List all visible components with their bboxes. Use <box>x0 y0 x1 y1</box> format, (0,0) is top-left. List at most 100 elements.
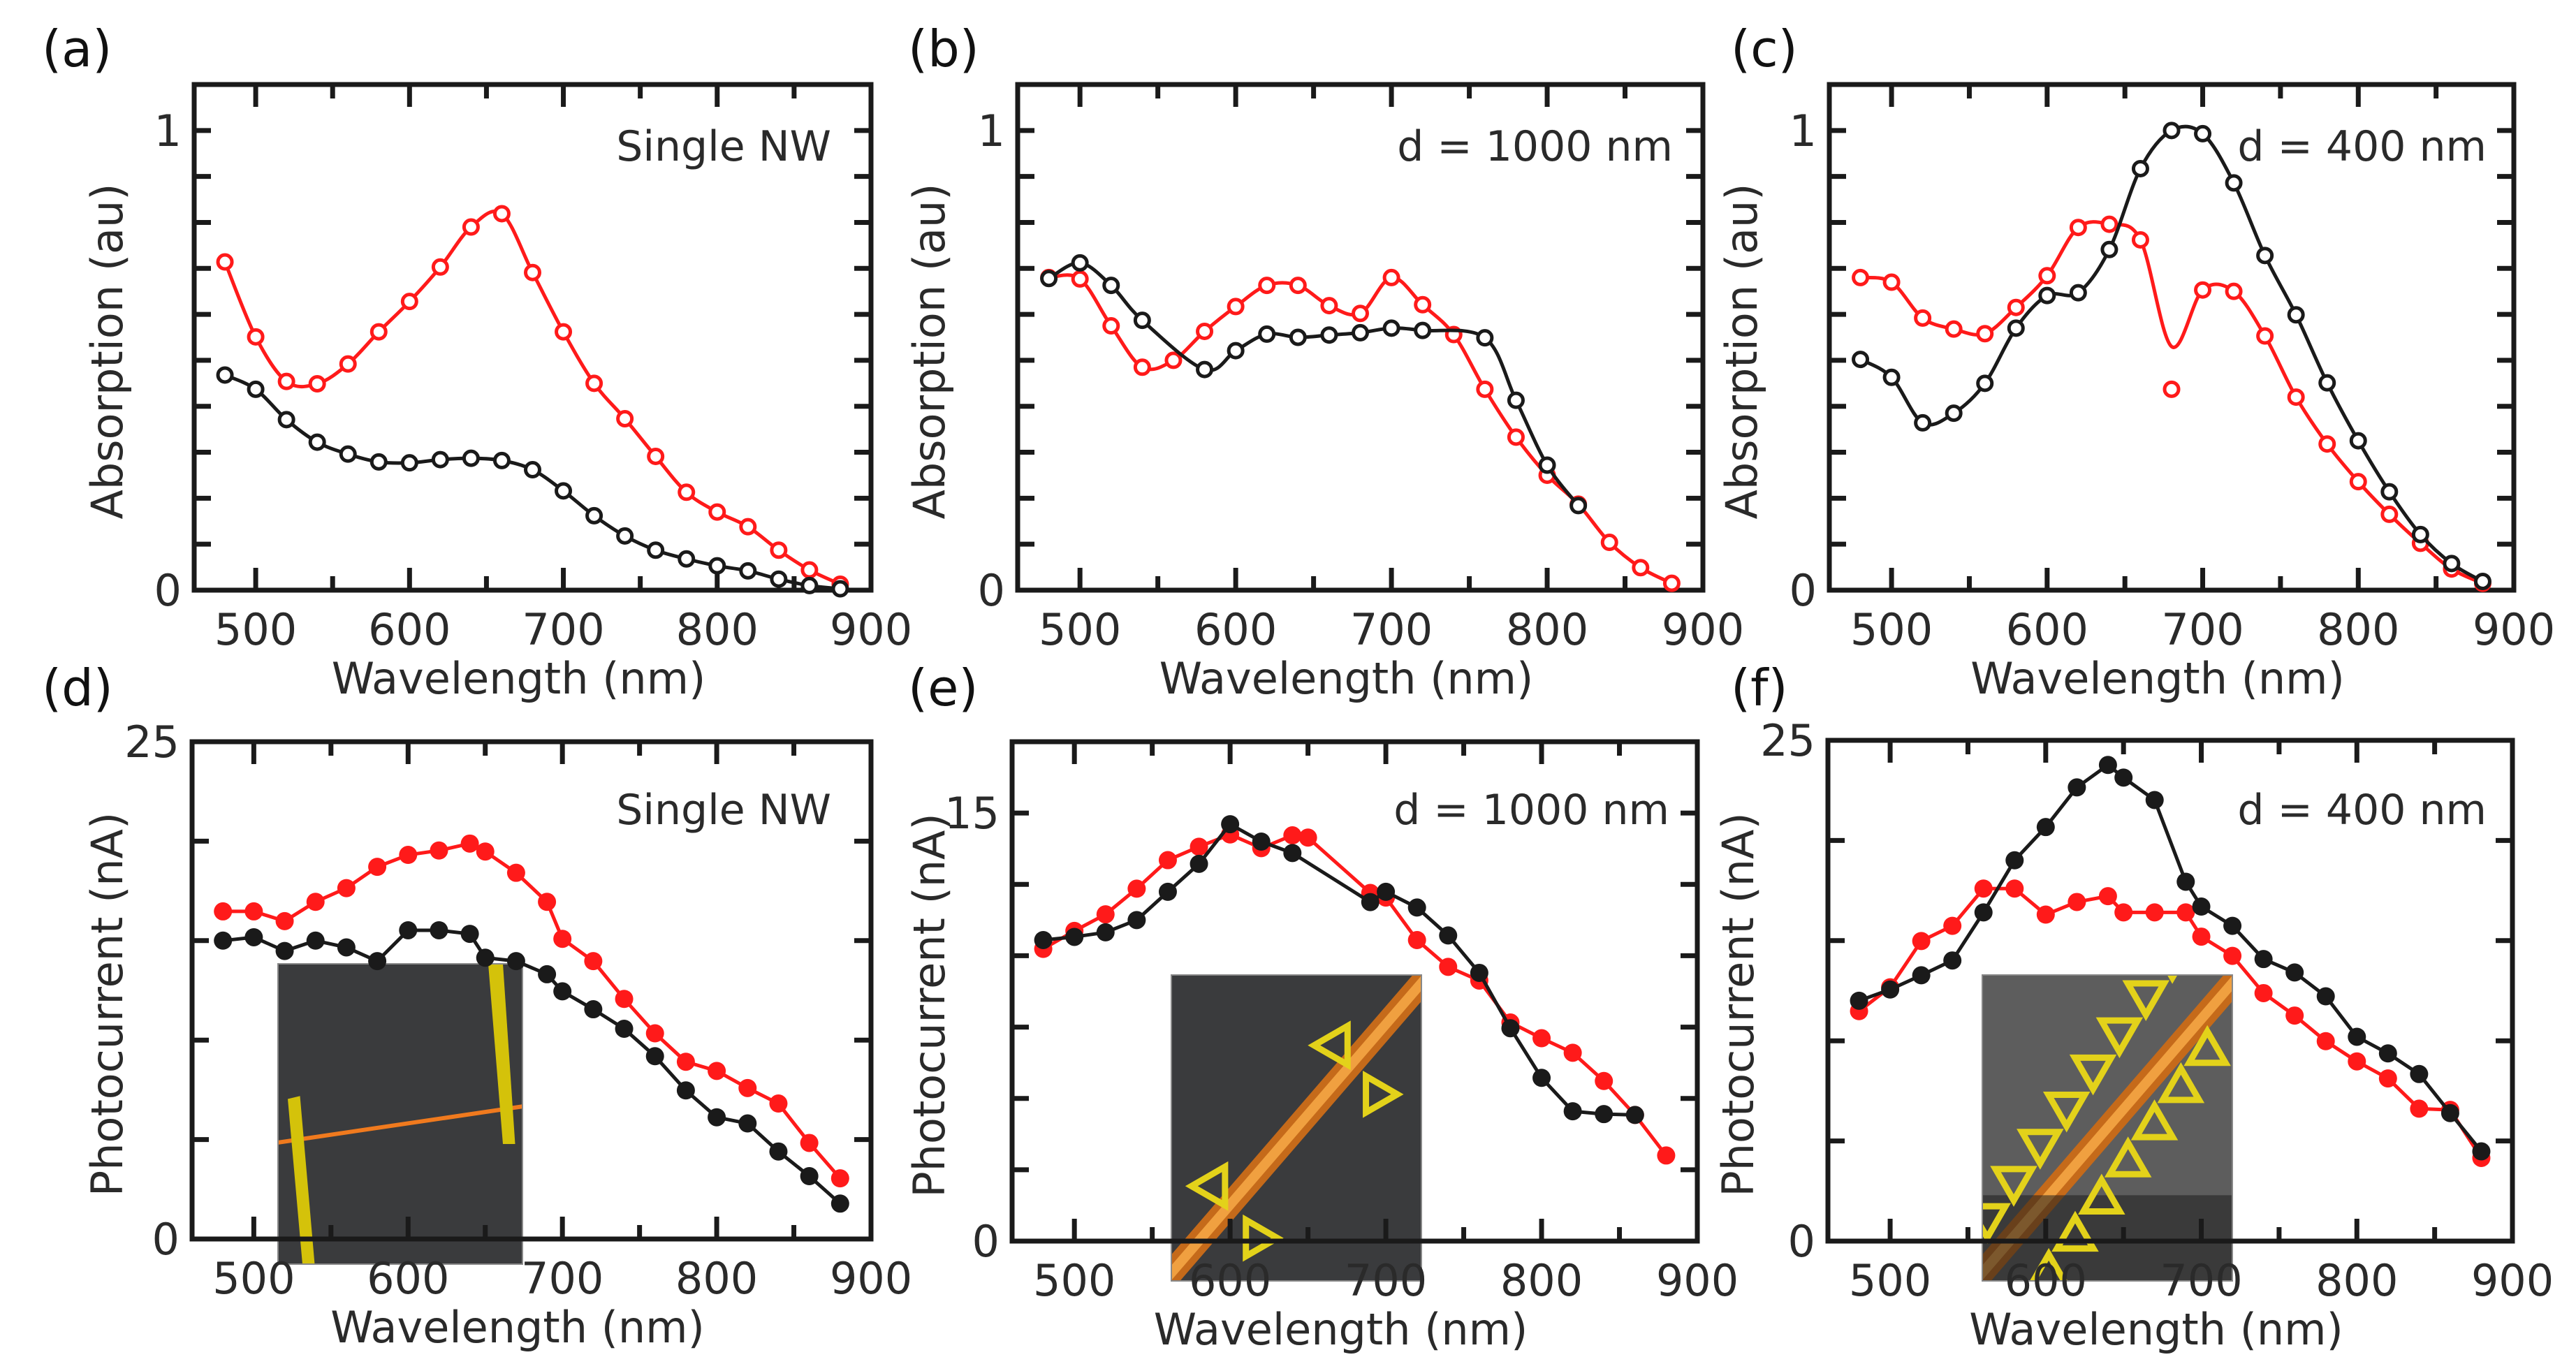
x-tick-label: 500 <box>1849 1255 1931 1306</box>
data-point <box>1133 311 1151 330</box>
data-point <box>2223 916 2242 935</box>
data-point <box>1377 882 1396 901</box>
data-point <box>770 541 788 559</box>
panel-f: (f) 500 600 700 800 900 0 25 Wavelength (nm) Phot… <box>1713 659 2554 1355</box>
data-point <box>830 1169 849 1188</box>
x-tick-label: 900 <box>2471 1255 2554 1306</box>
data-point <box>2068 778 2086 797</box>
data-point <box>2192 897 2211 916</box>
data-point <box>1127 879 1146 898</box>
y-tick-label: 15 <box>944 788 1000 839</box>
x-tick-label: 800 <box>1506 604 1588 655</box>
data-point <box>462 218 480 236</box>
data-point <box>244 902 263 921</box>
data-point <box>430 841 448 860</box>
data-point <box>585 374 603 393</box>
data-point <box>216 366 234 384</box>
data-point <box>2318 435 2336 453</box>
y-tick-label: 1 <box>1790 105 1817 156</box>
data-point <box>1190 837 1208 856</box>
x-axis-title: Wavelength (nm) <box>1159 653 1534 704</box>
line-red <box>1858 886 2483 1159</box>
data-point <box>2100 240 2118 258</box>
data-point <box>1158 882 1177 901</box>
data-point <box>555 482 573 500</box>
inset-border <box>1171 974 1422 1282</box>
data-point <box>2069 284 2087 302</box>
panel-annotation: d = 400 nm <box>2237 786 2487 835</box>
data-point <box>492 451 511 469</box>
data-point <box>1662 574 1681 592</box>
data-point <box>399 921 418 939</box>
x-tick-label: 700 <box>522 604 604 655</box>
x-tick-label: 900 <box>1662 604 1744 655</box>
nanotriangle <box>1363 1071 1404 1118</box>
x-tick-label: 800 <box>676 604 759 655</box>
data-point <box>308 374 326 393</box>
data-point <box>431 258 449 276</box>
data-point <box>739 562 757 580</box>
data-point <box>460 925 479 944</box>
data-point <box>2162 122 2181 140</box>
data-point <box>369 323 388 341</box>
data-point <box>2098 887 2117 906</box>
data-point <box>769 1094 788 1113</box>
nanowire <box>278 1104 522 1145</box>
axes-frame <box>191 82 874 593</box>
y-axis-title: Absorption (au) <box>82 184 133 520</box>
x-tick-label: 600 <box>1189 1255 1271 1306</box>
x-tick-label: 700 <box>521 1253 603 1304</box>
data-point <box>476 948 495 967</box>
data-point <box>1974 903 1993 922</box>
data-point <box>460 834 479 853</box>
data-point <box>2349 432 2367 450</box>
data-point <box>678 483 696 501</box>
data-point <box>1352 305 1369 323</box>
x-tick-label: 800 <box>1500 1255 1583 1306</box>
data-point <box>1476 380 1494 398</box>
data-point <box>1852 351 1870 369</box>
line-black <box>1858 763 2483 1153</box>
data-point <box>1040 270 1058 288</box>
panel-label: (f) <box>1731 659 1788 717</box>
data-point <box>2256 247 2274 265</box>
data-point <box>1850 991 1868 1010</box>
line-red <box>1860 220 2484 585</box>
data-point <box>214 931 233 950</box>
data-point <box>2349 473 2367 491</box>
data-point <box>2256 327 2274 345</box>
data-point <box>1227 342 1245 360</box>
data-point <box>770 570 788 588</box>
data-point <box>2287 306 2305 324</box>
data-point <box>337 938 356 957</box>
data-point <box>1507 391 1525 409</box>
y-tick-label: 0 <box>1788 1216 1815 1267</box>
line-black <box>224 373 841 591</box>
data-point <box>708 503 726 521</box>
panel-annotation: d = 1000 nm <box>1397 122 1673 171</box>
data-point <box>1407 930 1426 949</box>
data-point <box>2036 905 2055 924</box>
data-point <box>2007 298 2025 316</box>
data-point <box>2380 483 2399 501</box>
axes-frame <box>1827 82 2517 593</box>
nanotriangle <box>2069 1054 2117 1096</box>
electrode-right <box>488 964 515 1144</box>
data-point <box>1945 320 1963 338</box>
data-point <box>2162 380 2181 398</box>
data-point <box>506 952 525 971</box>
data-point <box>506 863 525 882</box>
data-point <box>2145 903 2164 922</box>
data-point <box>1943 916 1962 935</box>
nanotriangle <box>1982 1203 2011 1245</box>
data-point <box>647 447 665 465</box>
data-point <box>1538 456 1556 474</box>
data-point <box>2225 174 2243 192</box>
data-point <box>1976 325 1994 343</box>
data-point <box>368 858 387 877</box>
inset-border <box>277 963 523 1265</box>
axes-frame <box>1015 82 1706 593</box>
data-point <box>368 952 387 971</box>
data-point <box>678 550 696 568</box>
x-axis-title: Wavelength (nm) <box>332 653 706 704</box>
